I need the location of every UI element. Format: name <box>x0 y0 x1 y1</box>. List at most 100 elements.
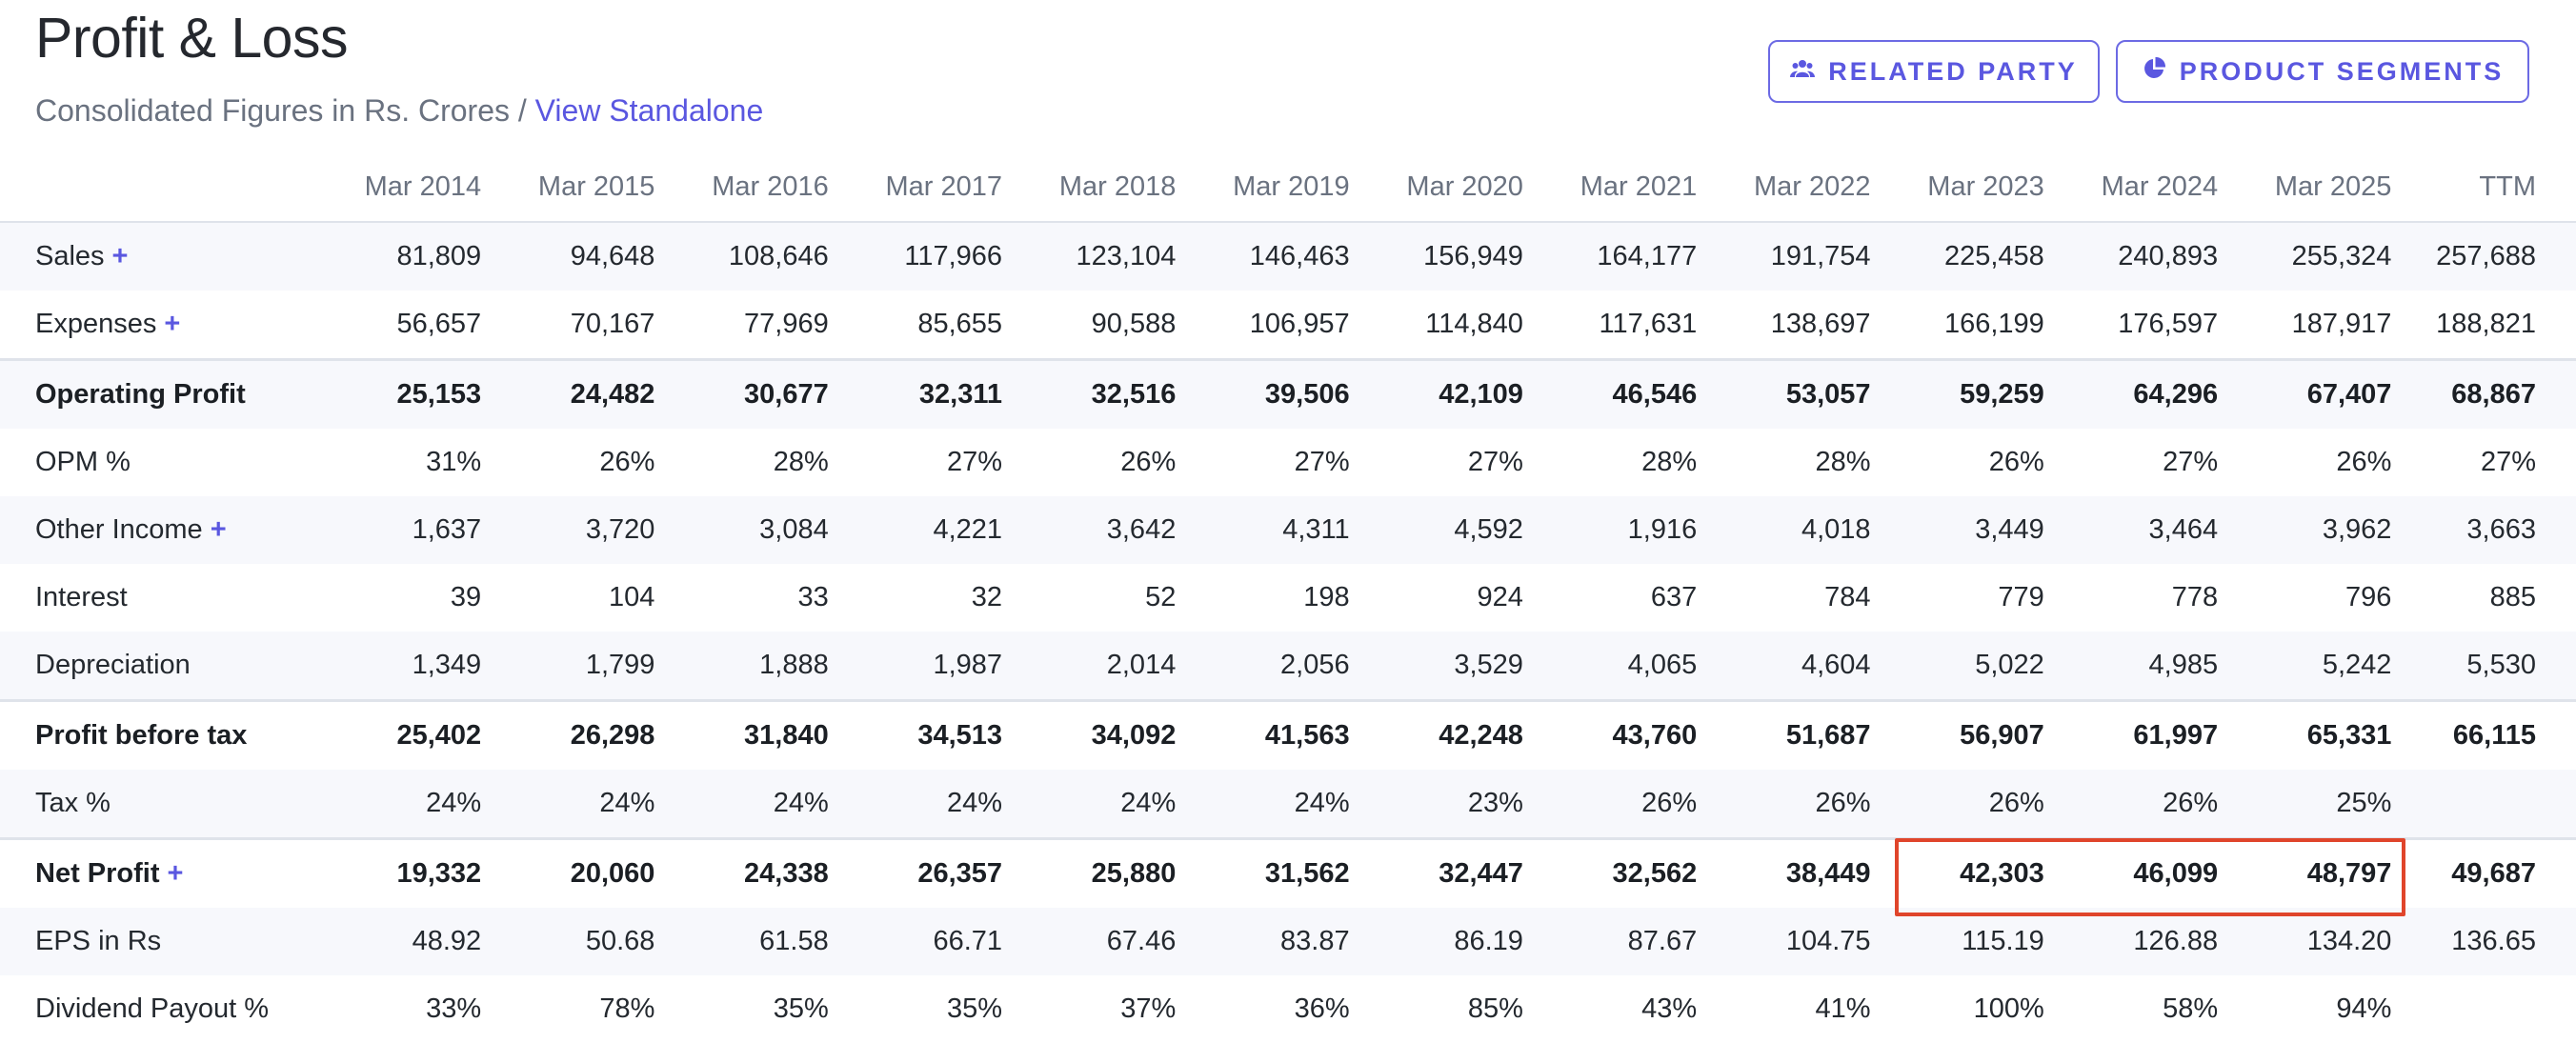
table-cell: 26% <box>1522 770 1698 839</box>
table-cell: 24% <box>481 770 655 839</box>
table-cell: 1,916 <box>1522 496 1698 564</box>
row-label-cell[interactable]: Net Profit + <box>0 837 308 908</box>
table-cell: 3,449 <box>1870 496 2044 564</box>
column-header: Mar 2016 <box>654 152 829 223</box>
table-cell: 42,248 <box>1349 699 1523 770</box>
view-standalone-link[interactable]: View Standalone <box>534 93 764 128</box>
table-cell: 136.65 <box>2391 908 2576 975</box>
table-cell: 36% <box>1294 993 1350 1024</box>
table-row: OPM % 31% 26% 28% 27% 26% 27% 27% 28% 28% 26% 27% 26… <box>0 429 2576 496</box>
table-cell: 106,957 <box>1249 309 1350 339</box>
expand-plus-icon[interactable]: + <box>210 514 227 545</box>
table-cell: 27% <box>2480 447 2536 477</box>
column-header: Mar 2014 <box>307 152 482 223</box>
table-cell: 32,447 <box>1349 837 1523 908</box>
table-cell: 52 <box>1145 582 1177 612</box>
table-cell: 100% <box>1973 993 2044 1024</box>
table-cell: 68,867 <box>2391 358 2576 429</box>
table-row: Expenses +56,657 70,167 77,969 85,655 90,588 1… <box>0 291 2576 360</box>
row-label-cell[interactable]: Expenses + <box>0 291 308 360</box>
table-cell: 24% <box>828 770 1003 839</box>
table-cell: 25% <box>2218 770 2392 839</box>
table-cell: 41,563 <box>1176 699 1350 770</box>
column-header: Mar 2023 <box>1870 152 2044 223</box>
table-cell: 28% <box>773 447 829 477</box>
table-row: Tax % 24% 24% 24% 24% 24% 24% 23% 26% 26% 26% 26% 25… <box>0 770 2576 839</box>
table-cell: 4,604 <box>1697 632 1871 701</box>
table-cell: 66.71 <box>828 908 1003 975</box>
table-cell: 115.19 <box>1870 908 2044 975</box>
table-cell: 26,298 <box>481 699 655 770</box>
row-label: Other Income <box>35 514 203 545</box>
row-label-cell[interactable]: Other Income + <box>0 496 308 564</box>
table-cell: 779 <box>1998 582 2044 612</box>
pie-chart-icon <box>2142 56 2166 88</box>
table-cell: 33% <box>426 993 482 1024</box>
row-label-cell: Tax % <box>0 770 308 839</box>
table-cell: 37% <box>1120 993 1177 1024</box>
row-label-cell: Interest <box>0 564 308 632</box>
expand-plus-icon[interactable]: + <box>167 858 184 889</box>
table-cell: 66,115 <box>2391 699 2576 770</box>
product-segments-button[interactable]: PRODUCT SEGMENTS <box>2116 40 2529 103</box>
column-header: Mar 2017 <box>828 152 1003 223</box>
table-cell: 33 <box>797 582 829 612</box>
table-cell: 81,809 <box>307 222 482 291</box>
table-cell: 49,687 <box>2391 837 2576 908</box>
table-cell: 24% <box>1176 770 1350 839</box>
table-cell: 134.20 <box>2218 908 2392 975</box>
table-row: Sales +81,809 94,648 108,646 117,966 123,104 1… <box>0 222 2576 291</box>
table-cell: 104.75 <box>1697 908 1871 975</box>
table-cell: 39 <box>450 582 482 612</box>
table-cell: 3,720 <box>481 496 655 564</box>
expand-plus-icon[interactable]: + <box>111 241 129 271</box>
table-cell: 25,880 <box>1002 837 1177 908</box>
row-label-cell: Depreciation <box>0 632 308 701</box>
table-cell: 4,018 <box>1697 496 1871 564</box>
table-cell: 26% <box>1988 447 2044 477</box>
table-cell: 70,167 <box>570 309 655 339</box>
table-cell: 1,987 <box>828 632 1003 701</box>
row-label-cell: EPS in Rs <box>0 908 308 975</box>
table-cell: 51,687 <box>1697 699 1871 770</box>
related-party-button[interactable]: RELATED PARTY <box>1768 40 2100 103</box>
table-cell: 65,331 <box>2218 699 2392 770</box>
table-cell: 48,797 <box>2218 837 2392 908</box>
row-label: Depreciation <box>35 650 191 680</box>
table-cell: 24,482 <box>481 358 655 429</box>
row-label-cell: OPM % <box>0 429 308 496</box>
table-cell: 138,697 <box>1770 309 1871 339</box>
table-cell: 3,962 <box>2218 496 2392 564</box>
row-label: Dividend Payout % <box>35 993 270 1024</box>
table-cell: 25,402 <box>307 699 482 770</box>
table-row: Dividend Payout % 33% 78% 35% 35% 37% 36% 85% 43… <box>0 975 2576 1043</box>
table-cell: 255,324 <box>2218 222 2392 291</box>
profit-loss-table: Mar 2014 Mar 2015 Mar 2016 Mar 2017 Mar 2018… <box>0 152 2576 1043</box>
subtitle-text: Consolidated Figures in Rs. Crores / <box>35 93 535 128</box>
table-cell: 187,917 <box>2291 309 2392 339</box>
table-cell: 67,407 <box>2218 358 2392 429</box>
table-cell: 41% <box>1815 993 1871 1024</box>
table-cell: 5,530 <box>2391 632 2576 701</box>
table-cell: 32 <box>971 582 1003 612</box>
table-cell: 86.19 <box>1349 908 1523 975</box>
row-label-cell[interactable]: Sales + <box>0 222 308 291</box>
table-cell: 3,464 <box>2043 496 2219 564</box>
table-cell: 166,199 <box>1943 309 2044 339</box>
table-cell: 50.68 <box>481 908 655 975</box>
table-cell: 191,754 <box>1697 222 1871 291</box>
related-party-label: RELATED PARTY <box>1828 56 2078 86</box>
table-cell: 176,597 <box>2118 309 2219 339</box>
table-cell: 28% <box>1641 447 1698 477</box>
table-row: Interest 39 104 33 32 52 198 924 637 784 779 778 796… <box>0 564 2576 632</box>
table-cell: 26% <box>2336 447 2392 477</box>
table-cell: 117,631 <box>1599 309 1698 339</box>
column-header: Mar 2024 <box>2043 152 2219 223</box>
row-label-cell: Operating Profit <box>0 358 308 429</box>
table-cell: 32,516 <box>1002 358 1177 429</box>
expand-plus-icon[interactable]: + <box>164 309 181 339</box>
table-cell: 31,562 <box>1176 837 1350 908</box>
table-cell: 26,357 <box>828 837 1003 908</box>
table-cell: 198 <box>1303 582 1350 612</box>
product-segments-label: PRODUCT SEGMENTS <box>2179 56 2505 86</box>
